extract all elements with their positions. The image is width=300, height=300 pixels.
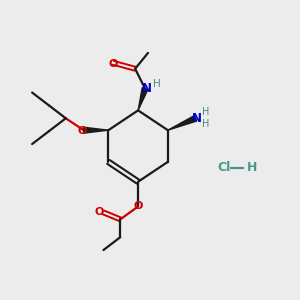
Polygon shape: [168, 116, 197, 130]
Text: O: O: [134, 202, 143, 212]
Text: Cl: Cl: [218, 161, 231, 174]
Text: N: N: [192, 112, 202, 125]
Text: O: O: [109, 59, 118, 69]
Text: N: N: [142, 82, 152, 95]
Text: O: O: [78, 126, 87, 136]
Text: H: H: [153, 79, 161, 88]
Text: H: H: [202, 107, 209, 117]
Text: O: O: [95, 207, 104, 218]
Text: H: H: [247, 161, 257, 174]
Polygon shape: [84, 127, 108, 133]
Polygon shape: [138, 88, 148, 110]
Text: H: H: [202, 119, 209, 129]
